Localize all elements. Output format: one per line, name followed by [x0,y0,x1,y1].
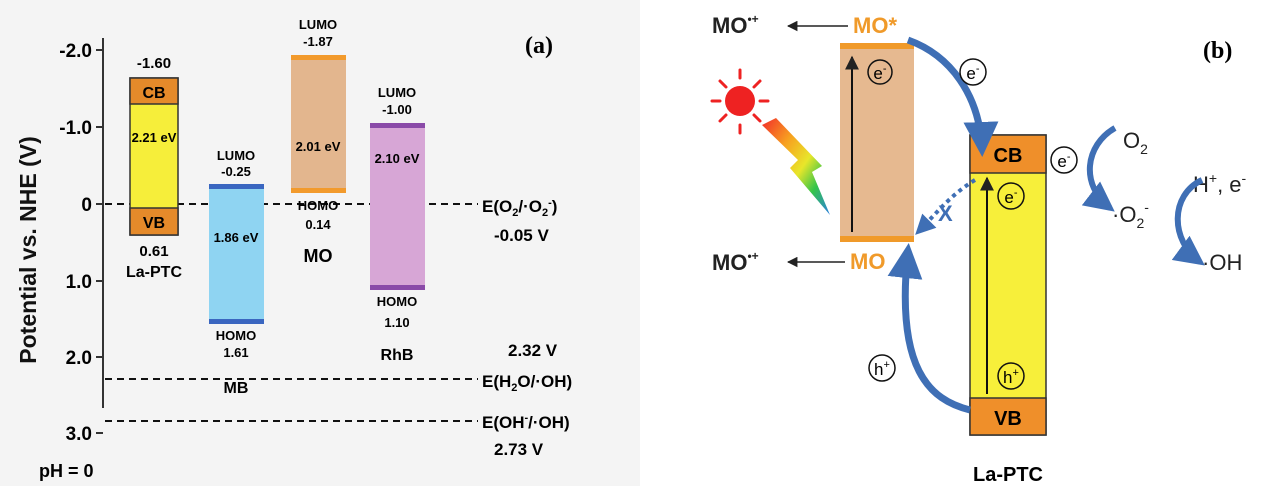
panel-a-energy-diagram: Potential vs. NHE (V) -2.0 -1.0 0 1.0 2.… [0,0,640,486]
y-tick-2: 2.0 [66,348,103,369]
rhb-lumo-edge [370,123,425,128]
rhb-lumo-label: LUMO [378,85,416,100]
ref-label-o2: E(O2/·O2-) -0.05 V [482,197,557,245]
rhb-homo-label: HOMO [377,294,417,309]
svg-text:E(H2O/·OH): E(H2O/·OH) [482,372,572,394]
mb-homo-value: 1.61 [223,345,248,360]
lapt-bottom-value: 0.61 [139,243,168,260]
rhb-homo-edge [370,285,425,290]
cb-electron-circle [1050,146,1078,174]
svg-text:-1.0: -1.0 [59,118,92,139]
y-axis-title: Potential vs. NHE (V) [15,136,41,363]
lapt-name: La-PTC [973,464,1043,486]
rhb-band-gap: 2.10 eV [375,151,420,166]
mb-homo-edge [209,319,264,324]
mo-homo-label: HOMO [298,198,338,213]
y-tick-1: 1.0 [66,272,103,293]
panel-b-mechanism: e- MO* MO MO•+ MO•+ CB VB e- h+ La [640,0,1287,486]
rhb-band: LUMO -1.00 2.10 eV HOMO 1.10 RhB [370,85,425,364]
panel-a-svg: Potential vs. NHE (V) -2.0 -1.0 0 1.0 2.… [15,17,572,481]
mo-electron-circle [867,59,893,85]
ph-label: pH = 0 [39,461,94,481]
mo-radical-bottom: MO•+ [712,249,759,275]
mo-ground-level [840,236,914,242]
o2-label: O2 [1123,128,1148,157]
panel-b-svg: e- MO* MO MO•+ MO•+ CB VB e- h+ La [710,12,1247,486]
mb-band-gap: 1.86 eV [214,230,259,245]
rhb-lumo-value: -1.00 [382,102,412,117]
oh-label: ·OH [1202,250,1242,275]
ref-value-oh: 2.73 V [494,440,544,459]
lapt-block: CB VB e- h+ [969,134,1047,436]
ref-value-o2: -0.05 V [494,226,549,245]
o2-reduction-arrow [1081,125,1117,212]
mo-lumo-label: LUMO [299,17,337,32]
svg-text:E(OH-/·OH): E(OH-/·OH) [482,412,570,432]
blocked-cross: X [938,201,953,226]
sun-icon [710,68,770,135]
mo-band-gap: 2.01 eV [296,139,341,154]
lapt-top-value: -1.60 [137,55,171,72]
mb-lumo-value: -0.25 [221,164,251,179]
svg-text:1.0: 1.0 [66,272,92,293]
lapt-band-gap: 2.21 eV [132,130,177,145]
rhb-homo-value: 1.10 [384,315,409,330]
transfer-electron-circle [959,58,987,86]
lapt-vb-block [129,207,179,236]
mo-radical-top: MO•+ [712,12,759,38]
mo-homo-edge [291,188,346,193]
svg-text:-2.0: -2.0 [59,41,92,62]
svg-text:2.0: 2.0 [66,348,92,369]
lapt-vb-block [969,397,1047,436]
hole-transfer-arrow [887,243,971,414]
lapt-band: CB VB 2.21 eV -1.60 0.61 La-PTC [126,55,182,281]
lapt-cb-label: CB [994,145,1023,167]
y-tick-3: 3.0 [66,424,103,445]
svg-text:E(O2/·O2-): E(O2/·O2-) [482,197,557,219]
mb-lumo-edge [209,184,264,189]
mo-excited-label: MO* [853,13,897,38]
mo-star-level [840,43,914,49]
lapt-cb-label: CB [142,85,165,102]
h-e-label: H+, e- [1193,170,1247,197]
mo-ground-label: MO [850,249,885,274]
lapt-name: La-PTC [126,264,182,281]
mb-lumo-label: LUMO [217,148,255,163]
svg-text:3.0: 3.0 [66,424,92,445]
mo-lumo-edge [291,55,346,60]
mo-block: e- [840,43,914,242]
y-tick-zero: 0 [81,195,103,216]
y-tick-minus-1: -1.0 [59,118,103,139]
y-tick-minus-2: -2.0 [59,41,103,62]
mb-name: MB [224,380,249,397]
ref-value-h2o: 2.32 V [508,341,558,360]
lapt-vb-label: VB [143,215,165,232]
blocked-back-transfer-arrow [915,178,977,235]
panel-b-label: (b) [1203,38,1232,64]
mb-band: LUMO -0.25 1.86 eV HOMO 1.61 MB [209,148,264,397]
rhb-name: RhB [381,347,414,364]
transfer-hole-circle [868,354,896,382]
superoxide-label: ·O2- [1112,199,1149,231]
svg-text:0: 0 [81,195,92,216]
lapt-vb-label: VB [994,408,1022,430]
ref-label-oh: E(OH-/·OH) [482,412,570,432]
lightning-icon [762,118,830,215]
mo-band: LUMO -1.87 2.01 eV HOMO 0.14 MO [291,17,346,266]
lapt-cb-block [129,77,179,105]
panel-a-label: (a) [525,33,553,59]
ref-label-h2o: E(H2O/·OH) [482,372,572,394]
oh-formation-arrow [1171,177,1205,266]
mo-name: MO [304,246,333,266]
electron-transfer-arrow [906,36,999,157]
mo-homo-value: 0.14 [305,217,331,232]
mb-homo-label: HOMO [216,328,256,343]
mo-lumo-value: -1.87 [303,34,333,49]
